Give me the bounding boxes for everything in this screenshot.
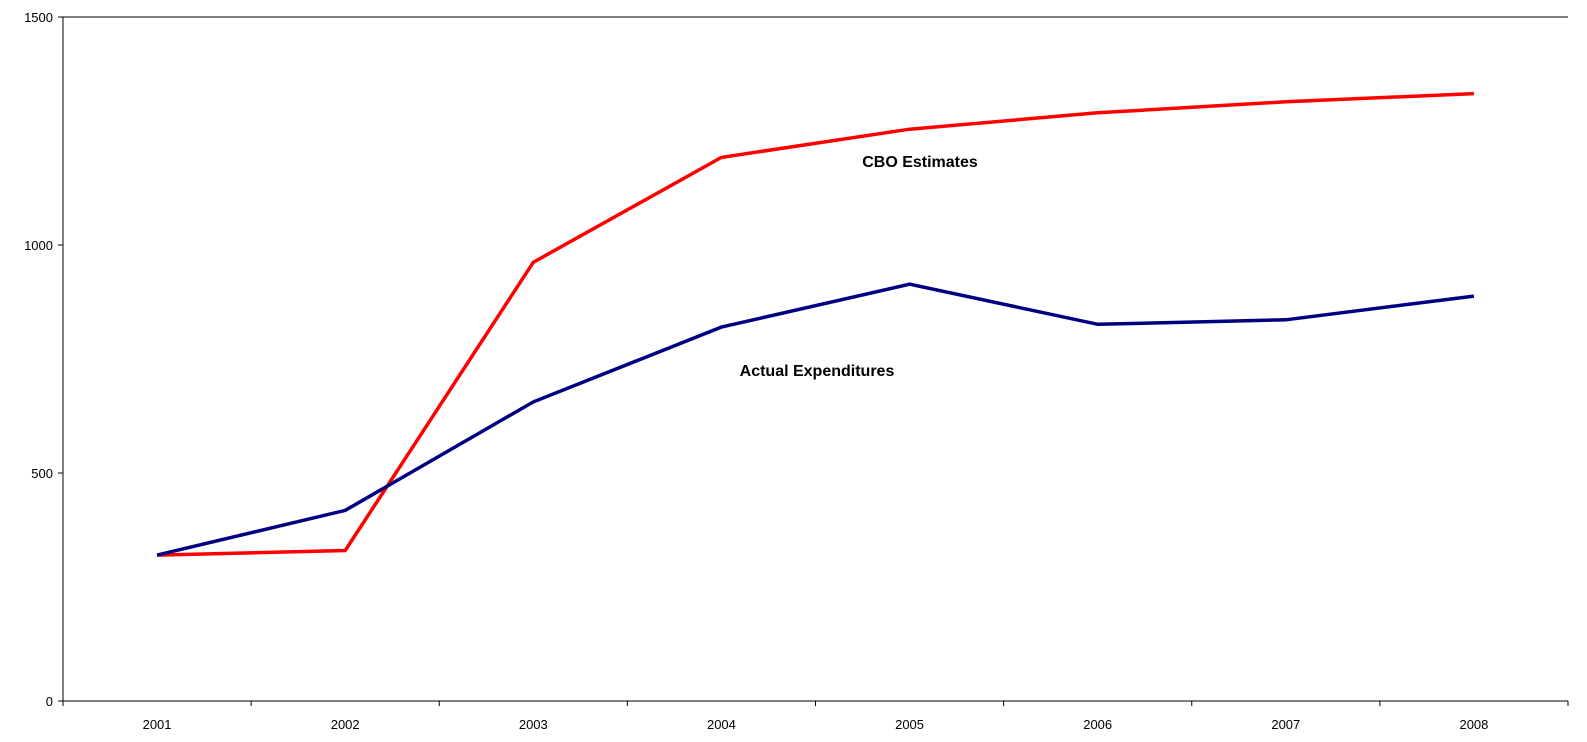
x-tick-label: 2007 [1271,717,1300,732]
x-tick-label: 2001 [143,717,172,732]
y-tick-label: 1500 [24,10,53,25]
x-tick-label: 2002 [331,717,360,732]
x-tick-label: 2005 [895,717,924,732]
cbo-estimates-line [157,91,1474,557]
axes [62,16,1568,702]
x-tick-label: 2008 [1459,717,1488,732]
y-tick-label: 500 [31,466,53,481]
annotations: CBO Estimates Actual Expenditures [740,154,978,380]
y-ticks: 0 500 1000 1500 [24,10,63,709]
series-lines [156,91,1475,557]
x-tick-label: 2003 [519,717,548,732]
actual-expenditures-label: Actual Expenditures [740,363,895,380]
cbo-estimates-label: CBO Estimates [862,154,978,171]
y-tick-label: 0 [46,694,53,709]
x-tick-label: 2006 [1083,717,1112,732]
actual-expenditures-line [156,282,1475,557]
x-ticks: 2001 2002 2003 2004 2005 2006 2007 2008 [62,701,1569,732]
x-tick-label: 2004 [707,717,736,732]
y-tick-label: 1000 [24,238,53,253]
